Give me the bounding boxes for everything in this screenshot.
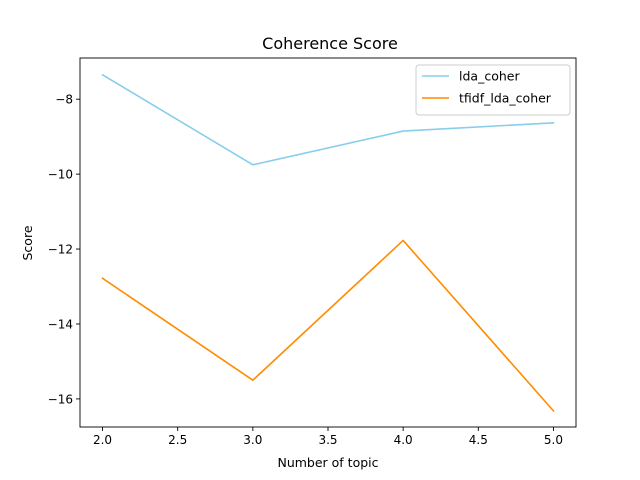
legend: lda_coher tfidf_lda_coher	[415, 64, 571, 116]
x-axis-label: Number of topic	[277, 455, 378, 470]
y-axis-label: Score	[20, 225, 35, 260]
x-tick-label: 4.5	[469, 433, 488, 447]
x-axis: 2.0 2.5 3.0 3.5 4.0 4.5 5.0	[93, 427, 563, 447]
y-tick-label: −14	[48, 317, 73, 331]
series-lines	[101, 73, 555, 413]
y-tick-label: −8	[55, 93, 73, 107]
plot-background	[80, 58, 576, 427]
x-tick-label: 2.0	[93, 433, 112, 447]
x-tick-label: 2.5	[168, 433, 187, 447]
series-line-tfidf_lda_coher	[101, 239, 555, 413]
plot-area	[79, 57, 577, 428]
chart-title: Coherence Score	[262, 34, 398, 53]
legend-box	[415, 64, 571, 116]
x-tick-label: 3.0	[243, 433, 262, 447]
y-tick-label: −10	[48, 168, 73, 182]
legend-label-lda_coher: lda_coher	[459, 69, 520, 84]
series-line-lda_coher	[101, 73, 555, 166]
legend-label-tfidf_lda_coher: tfidf_lda_coher	[459, 91, 552, 106]
x-tick-label: 4.0	[394, 433, 413, 447]
y-tick-label: −16	[48, 392, 73, 406]
x-tick-label: 5.0	[544, 433, 563, 447]
y-tick-label: −12	[48, 243, 73, 257]
y-axis: −8 −10 −12 −14 −16	[48, 93, 80, 406]
x-tick-label: 3.5	[318, 433, 337, 447]
